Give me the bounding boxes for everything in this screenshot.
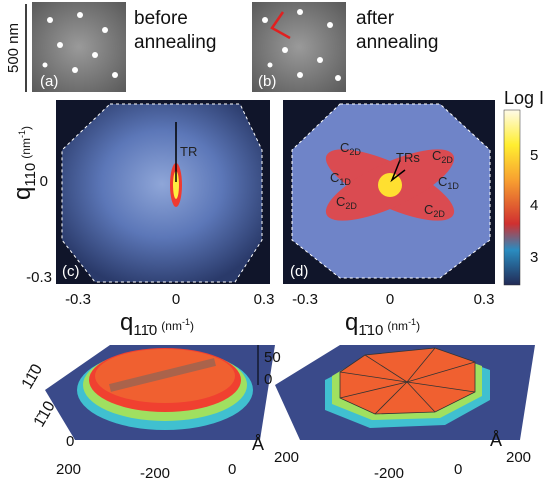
axis-label: 11̄0 (19, 361, 47, 392)
y-axis-label: q110(nm-1) (9, 126, 39, 200)
colorbar-title: Log I (504, 88, 544, 108)
map-c (56, 100, 270, 284)
panel-label: (a) (40, 73, 58, 90)
surface-e (45, 345, 275, 440)
colorbar-tick: 5 (530, 147, 538, 164)
caption: annealing (356, 32, 438, 53)
y-tick-label: -0.3 (26, 269, 52, 286)
panel-label: (f) (356, 453, 370, 470)
figure: 500 nm (a) before annealing (b) after an… (0, 0, 556, 496)
x-tick-label: 0 (172, 291, 180, 308)
tick-label: -200 (140, 465, 170, 482)
colorbar (504, 110, 520, 285)
annotation: TR (180, 144, 197, 159)
x-axis-label: q11̄0(nm-1) (120, 309, 194, 339)
colorbar-tick: 3 (530, 249, 538, 266)
caption: annealing (134, 32, 216, 53)
tick-label: 0 (66, 433, 74, 450)
panel-label: (d) (290, 263, 308, 280)
tick-label: 200 (56, 461, 81, 478)
surface-f (275, 345, 535, 440)
z-tick-label: 0 (264, 371, 272, 388)
unit-label: Å (490, 430, 502, 450)
panel-label: (c) (62, 263, 80, 280)
x-tick-label: -0.3 (292, 291, 318, 308)
unit-label: Å (252, 434, 264, 454)
map-d (283, 100, 495, 284)
x-tick-label: 0.3 (254, 291, 275, 308)
x-axis-label: q1̄10(nm-1) (345, 309, 420, 339)
tick-label: 0 (454, 461, 462, 478)
caption: before (134, 8, 188, 29)
x-tick-label: -0.3 (65, 291, 91, 308)
tick-label: 200 (274, 449, 299, 466)
annotation: TRs (396, 150, 420, 165)
tick-label: 200 (506, 449, 531, 466)
panel-label: (b) (258, 73, 276, 90)
tick-label: 0 (228, 461, 236, 478)
tick-label: -200 (374, 465, 404, 482)
y-tick-label: 0 (40, 173, 48, 190)
z-tick-label: 50 (264, 349, 281, 366)
caption: after (356, 8, 395, 29)
colorbar-tick: 4 (530, 197, 538, 214)
panel-label: (e) (100, 453, 118, 470)
scale-label: 500 nm (5, 23, 22, 73)
x-tick-label: 0.3 (474, 291, 495, 308)
x-tick-label: 0 (386, 291, 394, 308)
